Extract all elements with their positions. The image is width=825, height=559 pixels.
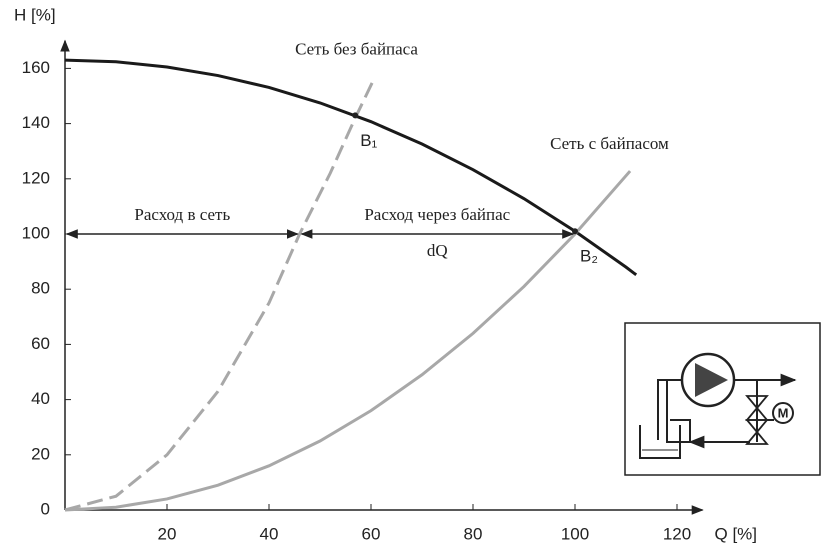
curve [64, 58, 638, 277]
x-tick-label: 100 [561, 524, 589, 543]
y-tick-label: 0 [41, 499, 50, 518]
point-label: B₂ [580, 247, 598, 266]
point-label: B₁ [360, 131, 377, 150]
x-tick-label: 120 [663, 524, 691, 543]
curve [64, 170, 632, 512]
y-tick-label: 100 [22, 223, 50, 242]
x-axis-label: Q [%] [715, 524, 758, 543]
y-tick-label: 160 [22, 58, 50, 77]
y-tick-label: 80 [31, 279, 50, 298]
y-tick-label: 20 [31, 444, 50, 463]
y-tick-label: 120 [22, 168, 50, 187]
y-axis-label: H [%] [14, 5, 56, 24]
y-tick-label: 140 [22, 113, 50, 132]
x-tick-label: 60 [362, 524, 381, 543]
svg-text:M: M [778, 405, 789, 420]
operating-point [352, 112, 359, 119]
flow-label: dQ [427, 241, 448, 260]
bypass-schematic: M [624, 322, 821, 476]
curve-label: Сеть с байпасом [550, 134, 669, 153]
flow-label: Расход через байпас [364, 205, 510, 224]
y-tick-label: 40 [31, 389, 50, 408]
x-tick-label: 40 [260, 524, 279, 543]
curve [64, 76, 377, 512]
curve-label: Сеть без байпаса [295, 40, 418, 59]
x-tick-label: 80 [464, 524, 483, 543]
y-tick-label: 60 [31, 334, 50, 353]
x-tick-label: 20 [158, 524, 177, 543]
flow-label: Расход в сеть [134, 205, 230, 224]
